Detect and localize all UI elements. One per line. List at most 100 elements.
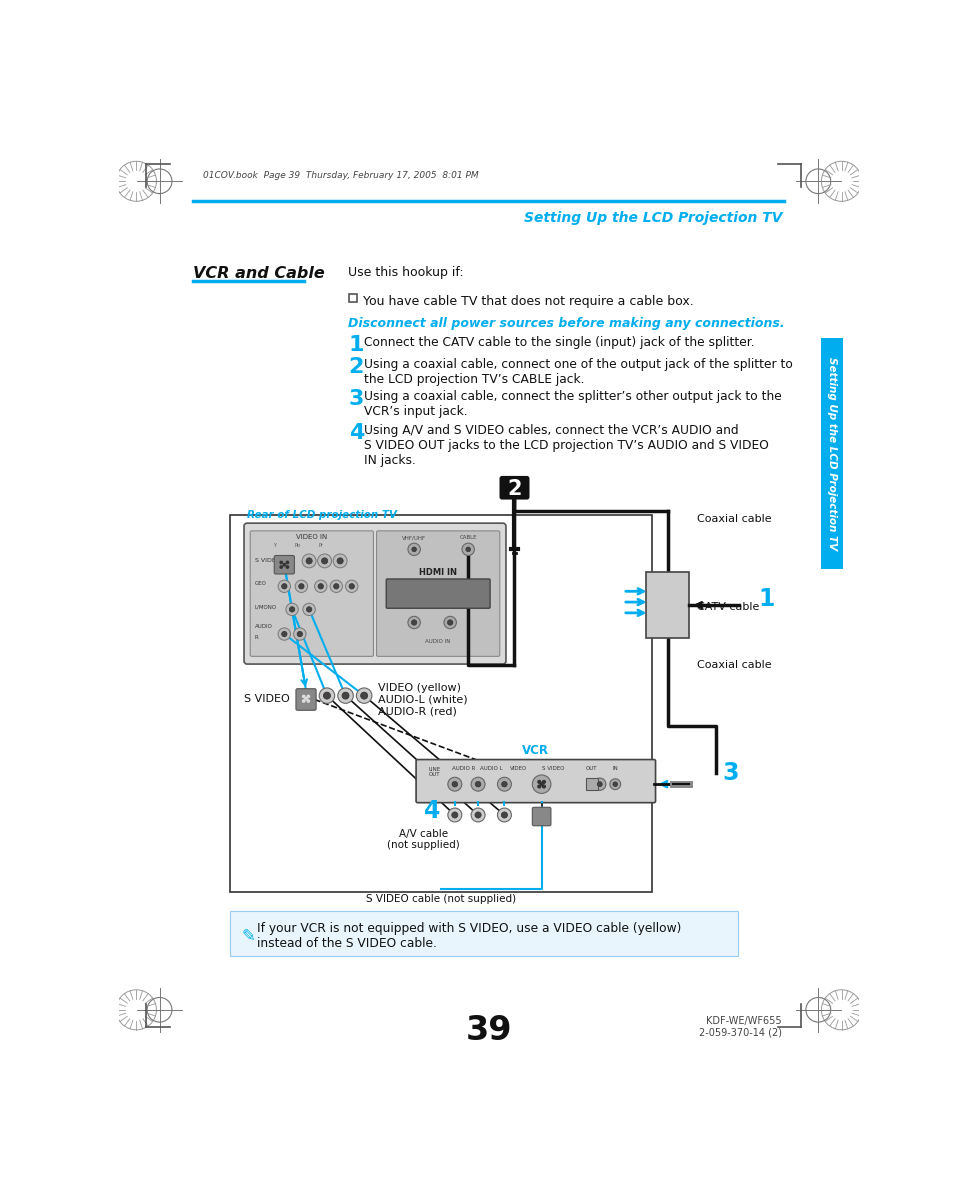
Circle shape <box>532 774 550 793</box>
Text: LINE: LINE <box>428 767 440 772</box>
Circle shape <box>323 692 330 699</box>
Bar <box>821 338 842 568</box>
Text: 1: 1 <box>758 587 774 611</box>
FancyBboxPatch shape <box>532 807 550 826</box>
Circle shape <box>412 547 416 552</box>
Circle shape <box>337 687 353 704</box>
Text: 1: 1 <box>348 335 364 355</box>
Circle shape <box>307 700 309 703</box>
Circle shape <box>411 620 416 625</box>
Circle shape <box>542 780 545 783</box>
Text: L/MONO: L/MONO <box>254 605 276 610</box>
Text: HDMI IN: HDMI IN <box>418 568 456 577</box>
Text: VIDEO (yellow): VIDEO (yellow) <box>377 683 460 693</box>
Text: Pb: Pb <box>294 543 300 548</box>
Circle shape <box>286 561 289 564</box>
Circle shape <box>537 785 540 787</box>
Circle shape <box>305 698 307 700</box>
Text: Using A/V and S VIDEO cables, connect the VCR’s AUDIO and
S VIDEO OUT jacks to t: Using A/V and S VIDEO cables, connect th… <box>364 424 768 467</box>
Text: KDF-WE/WF655
2-059-370-14 (2): KDF-WE/WF655 2-059-370-14 (2) <box>699 1016 781 1038</box>
Text: AUDIO-L (white): AUDIO-L (white) <box>377 694 467 705</box>
Circle shape <box>302 700 305 703</box>
Circle shape <box>360 692 367 699</box>
Text: Setting Up the LCD Projection TV: Setting Up the LCD Projection TV <box>826 357 837 550</box>
Text: 2: 2 <box>507 479 521 499</box>
Text: S VIDEO: S VIDEO <box>244 694 290 705</box>
Circle shape <box>317 584 323 588</box>
Text: 4: 4 <box>424 799 440 823</box>
Circle shape <box>471 777 484 791</box>
Circle shape <box>294 580 307 592</box>
Circle shape <box>471 809 484 822</box>
Circle shape <box>302 554 315 567</box>
Circle shape <box>280 566 282 568</box>
Text: Y: Y <box>273 543 275 548</box>
Text: AUDIO L: AUDIO L <box>479 766 502 771</box>
Circle shape <box>465 547 470 552</box>
Circle shape <box>597 782 601 786</box>
Text: AUDIO IN: AUDIO IN <box>425 639 451 644</box>
Text: Using a coaxial cable, connect one of the output jack of the splitter to
the LCD: Using a coaxial cable, connect one of th… <box>364 358 792 386</box>
Circle shape <box>593 778 605 790</box>
Text: Connect the CATV cable to the single (input) jack of the splitter.: Connect the CATV cable to the single (in… <box>364 337 754 350</box>
Circle shape <box>321 558 328 564</box>
Circle shape <box>306 558 312 564</box>
FancyBboxPatch shape <box>295 689 315 710</box>
Circle shape <box>537 780 540 783</box>
Circle shape <box>500 812 507 818</box>
Bar <box>349 294 356 302</box>
Circle shape <box>497 809 511 822</box>
Text: ✎: ✎ <box>241 926 255 945</box>
Text: OUT: OUT <box>429 772 440 777</box>
Text: Coaxial cable: Coaxial cable <box>696 660 770 670</box>
Text: VIDEO IN: VIDEO IN <box>295 534 327 540</box>
Circle shape <box>280 561 282 564</box>
Circle shape <box>298 584 304 588</box>
Circle shape <box>609 779 620 790</box>
Text: CABLE: CABLE <box>459 536 476 540</box>
FancyBboxPatch shape <box>274 556 294 574</box>
Circle shape <box>539 783 542 785</box>
Text: 4: 4 <box>348 423 364 443</box>
Circle shape <box>283 564 285 566</box>
Circle shape <box>349 584 355 588</box>
Text: VHF/UHF: VHF/UHF <box>401 536 426 540</box>
Circle shape <box>452 812 457 818</box>
Circle shape <box>345 580 357 592</box>
Text: Use this hookup if:: Use this hookup if: <box>348 266 463 279</box>
Circle shape <box>452 782 457 787</box>
Text: 01COV.book  Page 39  Thursday, February 17, 2005  8:01 PM: 01COV.book Page 39 Thursday, February 17… <box>203 171 478 180</box>
Text: AUDIO: AUDIO <box>254 624 273 629</box>
Text: S VIDEO: S VIDEO <box>254 558 280 564</box>
Circle shape <box>334 584 338 588</box>
Text: 3: 3 <box>348 390 364 410</box>
Circle shape <box>501 782 507 787</box>
Text: VCR and Cable: VCR and Cable <box>193 266 324 281</box>
Text: A/V cable
(not supplied): A/V cable (not supplied) <box>387 829 459 851</box>
Text: Disconnect all power sources before making any connections.: Disconnect all power sources before maki… <box>348 317 783 330</box>
FancyBboxPatch shape <box>386 579 490 609</box>
Circle shape <box>303 604 315 616</box>
Circle shape <box>296 631 302 637</box>
Circle shape <box>612 782 617 786</box>
Text: 2: 2 <box>348 357 364 377</box>
FancyBboxPatch shape <box>244 523 505 664</box>
Text: AUDIO-R (red): AUDIO-R (red) <box>377 706 456 716</box>
Circle shape <box>447 809 461 822</box>
Text: OUT: OUT <box>586 766 598 771</box>
Circle shape <box>447 620 453 625</box>
Circle shape <box>408 617 420 629</box>
Text: Pr: Pr <box>318 543 323 548</box>
Bar <box>230 911 737 956</box>
FancyBboxPatch shape <box>500 477 528 499</box>
Text: You have cable TV that does not require a cable box.: You have cable TV that does not require … <box>363 295 694 308</box>
Circle shape <box>461 543 474 556</box>
Circle shape <box>289 606 294 612</box>
Circle shape <box>333 554 347 567</box>
Text: R: R <box>254 636 258 640</box>
FancyBboxPatch shape <box>416 759 655 803</box>
Circle shape <box>497 777 511 791</box>
Circle shape <box>317 554 332 567</box>
FancyBboxPatch shape <box>585 778 598 790</box>
Circle shape <box>542 785 545 787</box>
